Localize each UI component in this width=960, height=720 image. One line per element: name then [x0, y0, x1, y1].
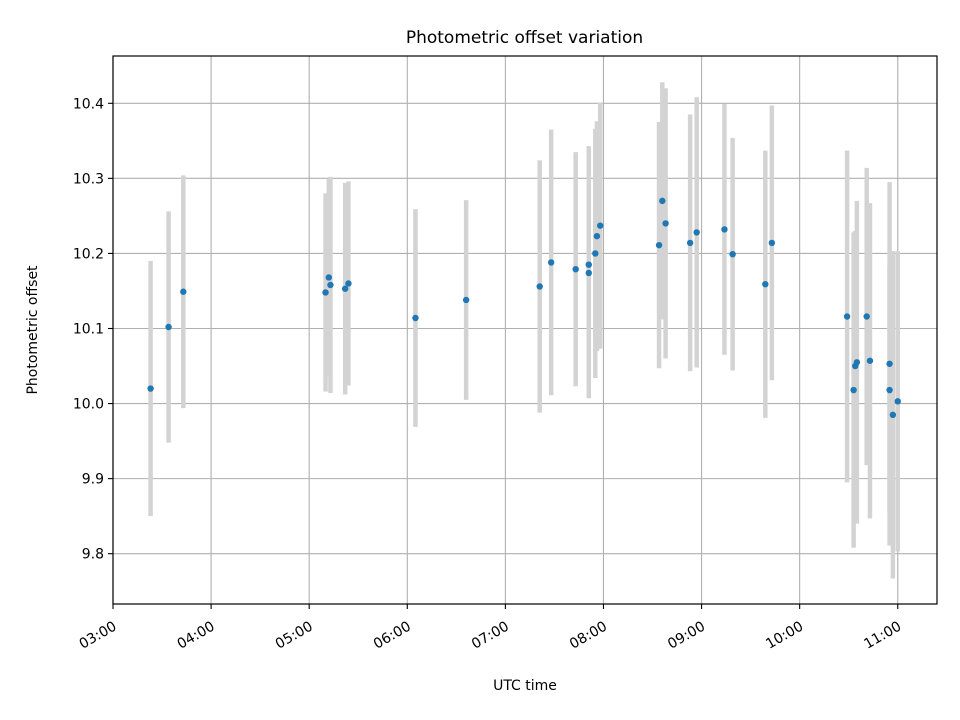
y-tick-label: 10.1 [73, 321, 104, 337]
y-tick-label: 10.2 [73, 246, 104, 262]
data-point [894, 398, 901, 405]
grid [112, 56, 937, 604]
data-point [866, 357, 874, 364]
data-point [863, 313, 870, 320]
data-point [659, 197, 666, 205]
data-point [762, 281, 769, 288]
plot-frame [112, 55, 938, 605]
data-point [585, 269, 592, 277]
data-point [655, 241, 663, 249]
data-point [843, 313, 851, 320]
data-point [662, 220, 669, 227]
data-point [889, 411, 897, 419]
y-tick-label: 9.8 [82, 547, 104, 563]
data-point [729, 250, 736, 258]
data-point [341, 285, 349, 292]
data-point [462, 296, 470, 304]
data-point [686, 239, 694, 247]
data-points [147, 197, 901, 419]
data-point [853, 359, 861, 366]
y-tick-label: 10.4 [73, 96, 104, 112]
data-point [547, 259, 555, 266]
data-point [412, 314, 419, 322]
data-point [327, 281, 334, 289]
data-point [592, 250, 599, 257]
data-point [585, 261, 592, 268]
x-axis-label: UTC time [493, 678, 557, 694]
y-axis-label: Photometric offset [25, 265, 41, 395]
data-point [721, 226, 728, 233]
data-point [593, 232, 601, 240]
data-point [322, 289, 329, 296]
chart-title: Photometric offset variation [406, 28, 643, 48]
data-point [597, 222, 604, 229]
data-point [886, 360, 893, 367]
data-point [345, 280, 352, 287]
y-tick-label: 10.0 [73, 397, 104, 413]
y-tick-label: 9.9 [82, 472, 104, 488]
data-point [850, 386, 857, 394]
data-point [165, 323, 172, 331]
data-point [572, 265, 579, 273]
data-point [536, 283, 543, 290]
y-tick-label: 10.3 [73, 171, 104, 187]
data-point [693, 229, 700, 236]
data-point [768, 239, 776, 247]
data-point [886, 386, 893, 394]
data-point [325, 274, 333, 281]
data-point [147, 385, 154, 392]
data-point [180, 288, 187, 295]
